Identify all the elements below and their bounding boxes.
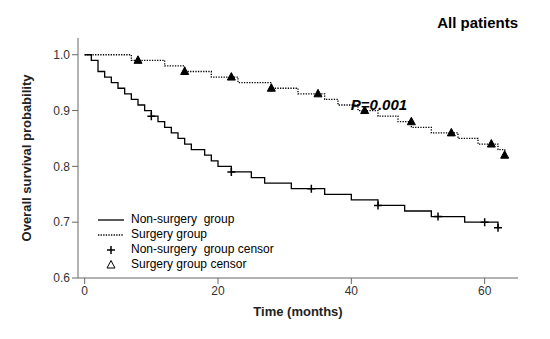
svg-text:0.6: 0.6 [53, 271, 70, 285]
html-text:All patients: All patients [437, 14, 518, 31]
svg-text:0.7: 0.7 [53, 215, 70, 229]
svg-text:0.9: 0.9 [53, 104, 70, 118]
svg-text:Time (months): Time (months) [253, 304, 342, 319]
svg-text:40: 40 [345, 284, 359, 298]
html-text:Surgery group: Surgery group [131, 227, 207, 241]
svg-text:0: 0 [81, 284, 88, 298]
html-text:Non-surgery group censor: Non-surgery group censor [131, 242, 274, 256]
svg-text:20: 20 [211, 284, 225, 298]
svg-text:Overall survival probability: Overall survival probability [19, 74, 34, 242]
svg-text:1.0: 1.0 [53, 48, 70, 62]
svg-text:0.8: 0.8 [53, 160, 70, 174]
html-text:Non-surgery group: Non-surgery group [131, 212, 235, 226]
html-text:P=0.001: P=0.001 [350, 95, 408, 113]
html-text:Surgery group censor: Surgery group censor [131, 257, 247, 271]
svg-text:60: 60 [478, 284, 492, 298]
